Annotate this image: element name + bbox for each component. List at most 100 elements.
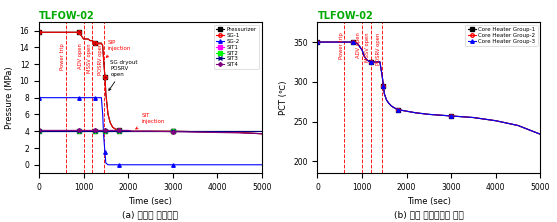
SIT4 bbox=[89, 129, 96, 132]
Core Heater Group-2 bbox=[412, 111, 419, 114]
SIT3 bbox=[96, 130, 102, 133]
Core Heater Group-1 bbox=[385, 102, 392, 105]
Core Heater Group-1 bbox=[365, 60, 372, 62]
Core Heater Group-3 bbox=[470, 116, 477, 119]
Core Heater Group-2 bbox=[515, 124, 521, 127]
SIT1 bbox=[107, 130, 114, 133]
Core Heater Group-3 bbox=[377, 61, 383, 63]
SIT1 bbox=[80, 130, 87, 133]
Pressurizer bbox=[101, 75, 108, 78]
Core Heater Group-2 bbox=[350, 41, 356, 43]
Core Heater Group-3 bbox=[370, 61, 377, 63]
SG-1 bbox=[53, 31, 60, 34]
Line: Core Heater Group-1: Core Heater Group-1 bbox=[316, 40, 542, 136]
SIT4 bbox=[98, 129, 105, 132]
SIT4 bbox=[236, 132, 243, 134]
Pressurizer bbox=[80, 38, 87, 40]
Core Heater Group-2 bbox=[537, 133, 544, 136]
Core Heater Group-1 bbox=[377, 61, 383, 63]
Core Heater Group-3 bbox=[381, 92, 388, 95]
SIT1 bbox=[100, 130, 107, 133]
Line: SIT4: SIT4 bbox=[38, 129, 263, 135]
SIT1 bbox=[120, 130, 127, 133]
Pressurizer bbox=[96, 42, 102, 44]
Line: SIT1: SIT1 bbox=[37, 129, 263, 133]
SG-1 bbox=[80, 38, 87, 40]
Pressurizer bbox=[82, 38, 89, 40]
SIT2 bbox=[111, 130, 118, 133]
SIT3 bbox=[100, 130, 107, 133]
Pressurizer bbox=[76, 31, 82, 34]
SG-2 bbox=[89, 96, 96, 99]
SIT4 bbox=[102, 129, 109, 132]
Core Heater Group-3 bbox=[372, 61, 379, 63]
Core Heater Group-3 bbox=[408, 111, 414, 113]
SIT3 bbox=[71, 130, 78, 133]
SIT3 bbox=[116, 130, 123, 133]
SIT4 bbox=[94, 129, 100, 132]
Core Heater Group-3 bbox=[332, 41, 339, 43]
SIT3 bbox=[109, 130, 116, 133]
Core Heater Group-2 bbox=[314, 41, 321, 43]
Text: SIT
injection: SIT injection bbox=[136, 113, 165, 129]
Core Heater Group-2 bbox=[372, 61, 379, 63]
Core Heater Group-3 bbox=[336, 41, 343, 43]
Core Heater Group-3 bbox=[374, 61, 381, 63]
SIT1 bbox=[99, 130, 106, 133]
SIT3 bbox=[236, 130, 243, 133]
Text: SG dryout
POSRV
open: SG dryout POSRV open bbox=[109, 60, 138, 90]
Legend: Pressurizer, SG-1, SG-2, SIT1, SIT2, SIT3, SIT4: Pressurizer, SG-1, SG-2, SIT1, SIT2, SIT… bbox=[214, 25, 259, 69]
SIT2 bbox=[76, 130, 82, 133]
Core Heater Group-2 bbox=[426, 113, 432, 116]
Pressurizer bbox=[169, 130, 176, 133]
SG-2 bbox=[101, 151, 108, 154]
SG-2 bbox=[62, 96, 69, 99]
SG-2 bbox=[129, 163, 136, 166]
Text: TLFOW-02: TLFOW-02 bbox=[317, 11, 373, 21]
Legend: Core Heater Group-1, Core Heater Group-2, Core Heater Group-3: Core Heater Group-1, Core Heater Group-2… bbox=[466, 25, 538, 46]
SIT1 bbox=[96, 130, 102, 133]
Core Heater Group-3 bbox=[383, 99, 390, 101]
Pressurizer bbox=[236, 131, 243, 134]
SIT1 bbox=[85, 130, 91, 133]
Pressurizer bbox=[192, 130, 198, 133]
SIT1 bbox=[53, 130, 60, 133]
Core Heater Group-1 bbox=[383, 99, 390, 101]
SIT1 bbox=[76, 130, 82, 133]
Core Heater Group-1 bbox=[314, 41, 321, 43]
SIT4 bbox=[134, 130, 140, 133]
SG-1 bbox=[99, 44, 106, 47]
SIT3 bbox=[147, 130, 154, 133]
Core Heater Group-2 bbox=[377, 61, 383, 63]
Text: ADV open: ADV open bbox=[356, 33, 361, 58]
SIT4 bbox=[258, 132, 265, 135]
SG-1 bbox=[109, 126, 116, 128]
SIT4 bbox=[214, 131, 221, 134]
SIT4 bbox=[96, 129, 102, 132]
Core Heater Group-1 bbox=[323, 41, 330, 43]
Core Heater Group-1 bbox=[388, 104, 394, 107]
SG-1 bbox=[45, 31, 51, 34]
Line: Core Heater Group-3: Core Heater Group-3 bbox=[316, 40, 542, 136]
SIT4 bbox=[111, 129, 118, 132]
Core Heater Group-3 bbox=[361, 55, 368, 58]
Core Heater Group-1 bbox=[372, 61, 379, 63]
SG-1 bbox=[82, 38, 89, 40]
SG-2 bbox=[105, 163, 111, 166]
SG-1 bbox=[107, 121, 114, 124]
Pressurizer bbox=[62, 31, 69, 34]
SG-1 bbox=[236, 131, 243, 134]
SIT1 bbox=[82, 130, 89, 133]
Pressurizer bbox=[98, 42, 105, 44]
SG-1 bbox=[258, 132, 265, 135]
SIT4 bbox=[71, 129, 78, 132]
SIT3 bbox=[62, 130, 69, 133]
Core Heater Group-3 bbox=[359, 49, 365, 51]
SIT1 bbox=[214, 130, 221, 133]
SG-1 bbox=[134, 130, 140, 133]
SIT4 bbox=[76, 129, 82, 132]
SIT2 bbox=[94, 130, 100, 133]
SIT2 bbox=[45, 130, 51, 133]
SIT3 bbox=[192, 130, 198, 133]
SIT2 bbox=[67, 130, 74, 133]
